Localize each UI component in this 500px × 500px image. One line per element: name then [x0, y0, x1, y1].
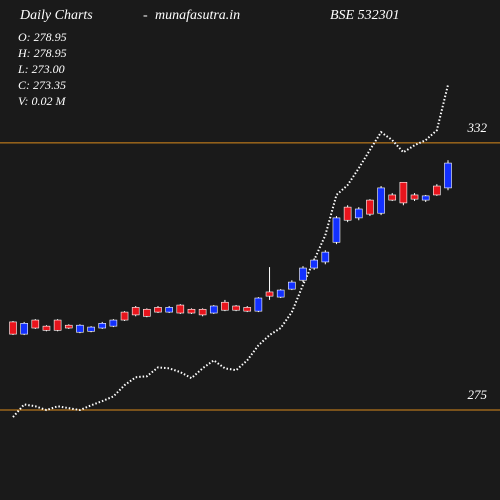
candle-body: [209, 305, 218, 314]
candle-body: [410, 194, 419, 200]
candle-body: [165, 307, 173, 313]
candle-body: [187, 308, 196, 314]
candle-body: [254, 297, 263, 312]
candle-body: [377, 187, 385, 214]
candle-body: [288, 281, 296, 290]
candle-body: [243, 307, 252, 312]
candle-body: [109, 319, 118, 327]
candle-body: [265, 291, 274, 297]
candle-body: [332, 217, 341, 243]
candle-body: [154, 307, 162, 313]
candle-body: [299, 267, 307, 281]
candle-body: [321, 251, 330, 263]
candle-body: [143, 308, 151, 317]
candle-body: [366, 199, 374, 215]
candle-body: [343, 206, 352, 221]
candle-body: [76, 324, 84, 333]
candle-body: [176, 304, 185, 314]
chart-title: -: [143, 8, 148, 23]
candle-body: [42, 325, 51, 331]
candle-body: [31, 319, 40, 329]
candle-body: [64, 324, 73, 329]
y-tick-label: 275: [468, 387, 488, 402]
candle-body: [399, 181, 408, 204]
candle-body: [131, 307, 140, 316]
candle-body: [98, 323, 107, 329]
ohlc-info: L: 273.00: [17, 62, 65, 76]
candle-body: [221, 301, 229, 311]
candle-body: [388, 194, 397, 201]
candle-body: [433, 185, 441, 196]
candle-body: [276, 289, 285, 298]
candle-body: [53, 319, 62, 331]
candle-body: [421, 195, 430, 201]
ohlc-info: H: 278.95: [17, 46, 67, 60]
ohlc-info: V: 0.02 M: [18, 94, 67, 108]
ohlc-info: C: 273.35: [18, 78, 66, 92]
candle-body: [198, 308, 207, 316]
ohlc-info: O: 278.95: [18, 30, 67, 44]
candle-body: [120, 311, 129, 321]
candle-body: [444, 162, 452, 189]
candle-body: [20, 323, 28, 335]
candle-body: [354, 208, 363, 219]
average-line: [12, 84, 449, 418]
chart-title: Daily Charts: [19, 8, 93, 23]
chart-title: BSE 532301: [330, 8, 400, 23]
candle-body: [310, 259, 318, 269]
candle-body: [232, 305, 240, 311]
candle-body: [9, 321, 17, 335]
chart-title: munafasutra.in: [155, 8, 240, 23]
candle-body: [87, 326, 95, 332]
y-tick-label: 332: [467, 120, 488, 135]
